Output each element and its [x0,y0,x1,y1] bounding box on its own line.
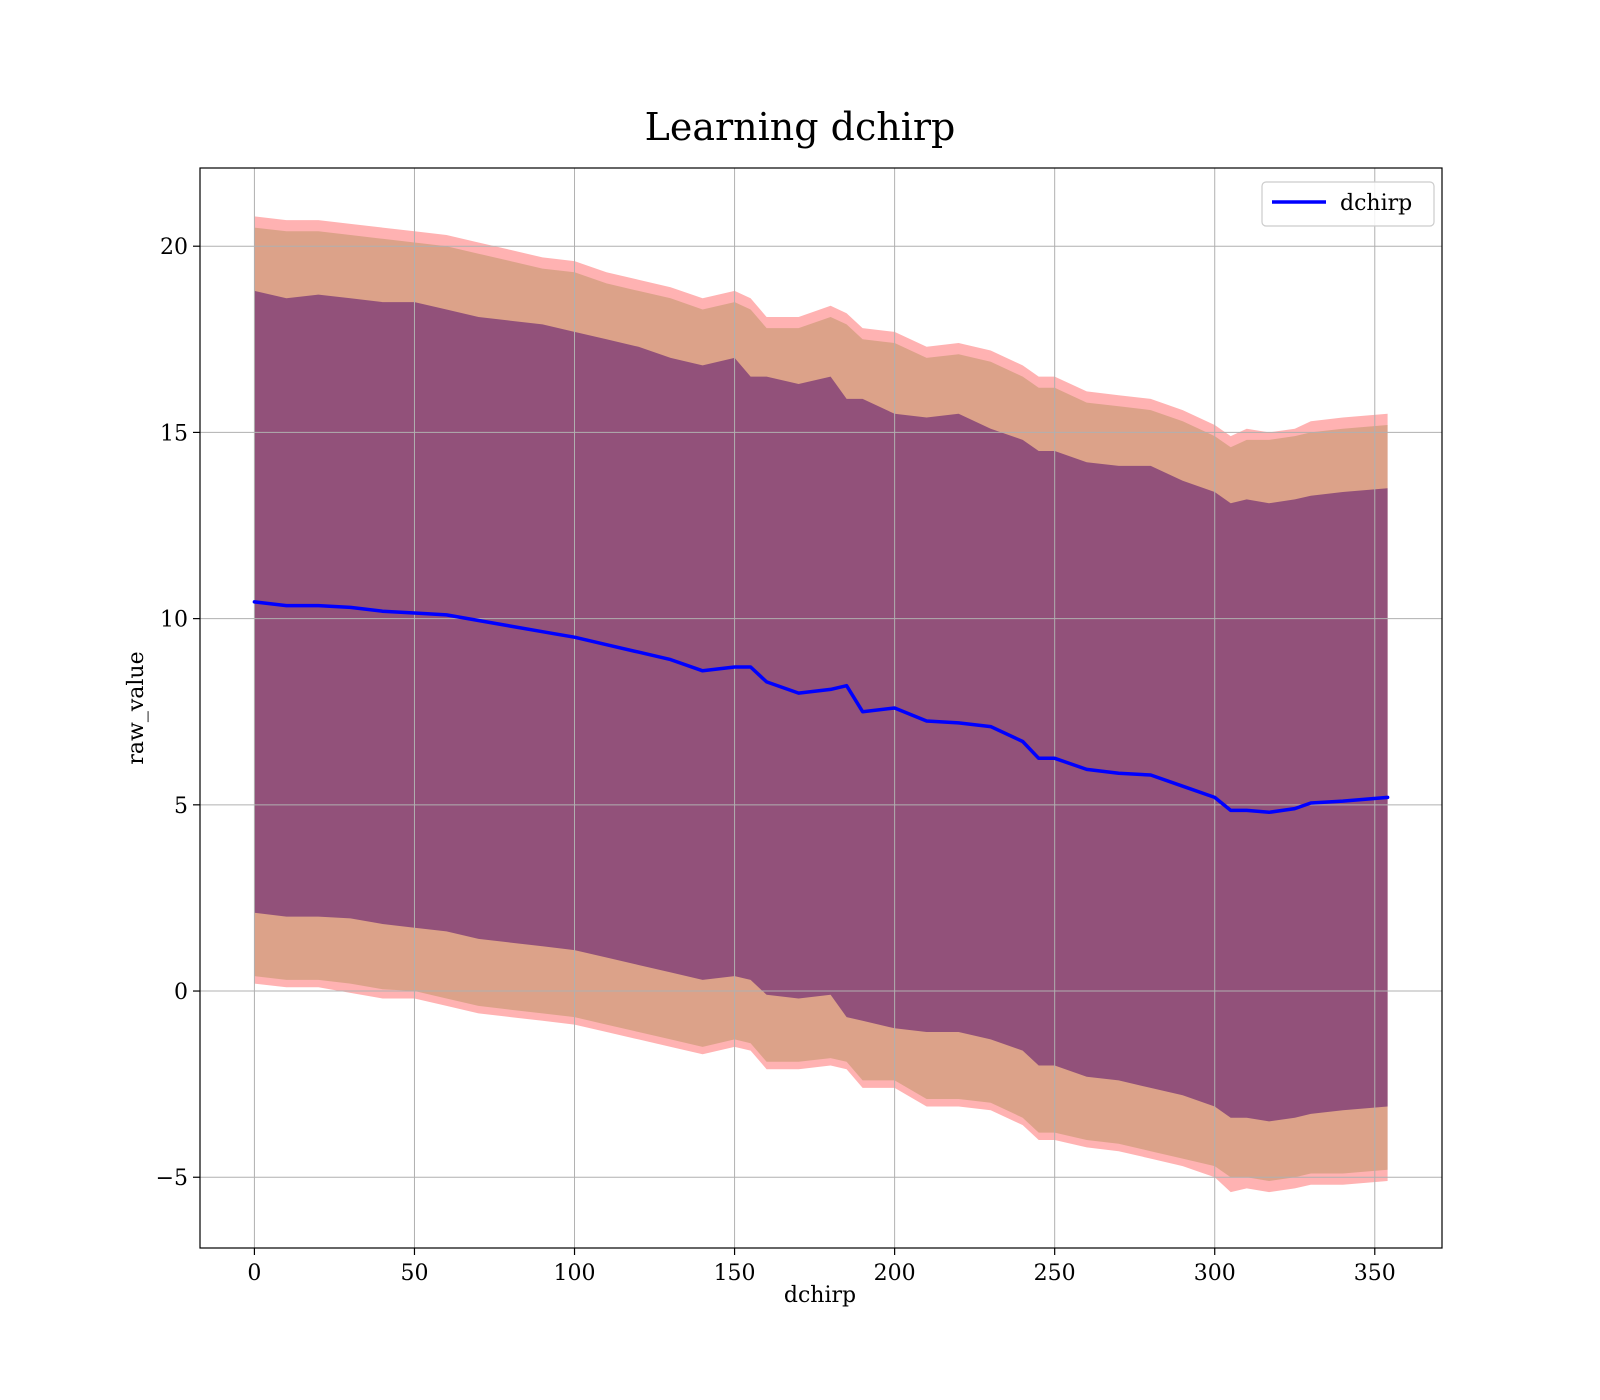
grid-lines [200,168,1442,1248]
band-inner-area [254,290,1388,1122]
x-tick-label: 250 [1034,1261,1076,1286]
chart-title: Learning dchirp [645,105,956,149]
legend-label: dchirp [1340,191,1412,216]
x-tick-label: 150 [714,1261,756,1286]
y-axis-ticks: −5 0 5 10 15 20 [156,235,200,1191]
x-axis-ticks: 0 50 100 150 200 250 300 350 [247,1248,1396,1286]
y-tick-label: −5 [156,1166,188,1191]
series-line-dchirp [252,600,1390,815]
plot-frame [199,167,1443,1249]
y-tick-label: 5 [174,794,188,819]
x-tick-label: 200 [874,1261,916,1286]
x-tick-label: 300 [1194,1261,1236,1286]
x-axis-label: dchirp [784,1283,856,1308]
y-tick-label: 0 [174,980,188,1005]
x-tick-label: 0 [247,1261,261,1286]
y-tick-label: 10 [160,608,188,633]
confidence-bands [254,216,1388,1193]
legend-box [1261,181,1435,227]
x-tick-label: 50 [400,1261,428,1286]
y-axis-label: raw_value [124,651,149,764]
y-tick-label: 20 [160,235,188,260]
y-tick-label: 15 [160,421,188,446]
series-layer [252,600,1390,815]
x-tick-label: 100 [554,1261,596,1286]
legend: dchirp [1261,181,1435,227]
x-tick-label: 350 [1354,1261,1396,1286]
